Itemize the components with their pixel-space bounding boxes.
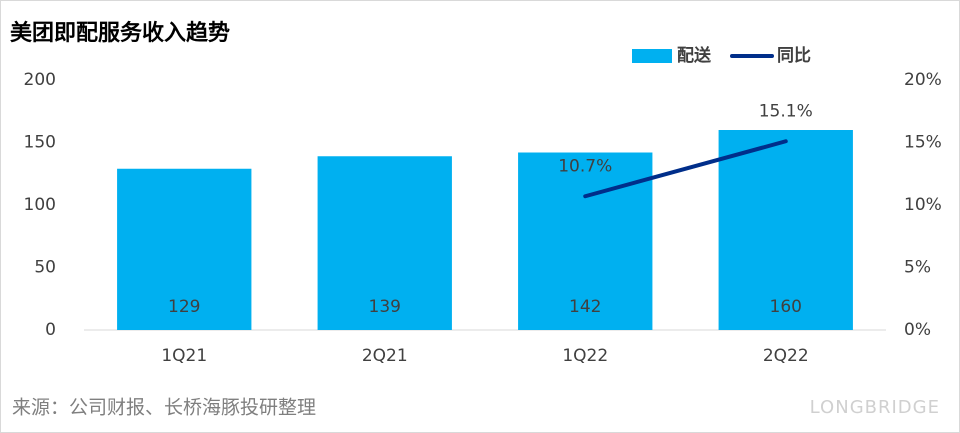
bar-value-label: 129: [168, 297, 200, 317]
y2-tick-label: 0%: [904, 320, 931, 340]
x-tick-label: 1Q22: [562, 346, 608, 366]
y-tick-label: 200: [24, 70, 56, 90]
line-value-label: 15.1%: [759, 101, 813, 121]
y-tick-label: 50: [34, 258, 56, 278]
bar-value-label: 160: [770, 297, 802, 317]
bar: [317, 156, 452, 330]
x-tick-label: 2Q22: [763, 346, 809, 366]
y2-tick-label: 20%: [904, 70, 942, 90]
y2-tick-label: 10%: [904, 195, 942, 215]
y-tick-label: 100: [24, 195, 56, 215]
bar-value-label: 139: [369, 297, 401, 317]
bar: [117, 168, 252, 330]
bar: [718, 130, 853, 330]
y-tick-label: 0: [45, 320, 56, 340]
y-tick-label: 150: [24, 133, 56, 153]
legend-label: 配送: [677, 45, 712, 66]
y2-tick-label: 15%: [904, 133, 942, 153]
line-value-label: 10.7%: [558, 156, 612, 176]
chart-title: 美团即配服务收入趋势: [10, 20, 230, 46]
legend-swatch: [632, 49, 672, 63]
x-tick-label: 2Q21: [362, 346, 408, 366]
legend-label: 同比: [777, 45, 811, 66]
source: 来源：公司财报、长桥海豚投研整理: [12, 397, 316, 419]
x-tick-label: 1Q21: [161, 346, 207, 366]
y2-tick-label: 5%: [904, 258, 931, 278]
bar-value-label: 142: [569, 297, 601, 317]
line: [583, 139, 788, 199]
brand: LONGBRIDGE: [810, 397, 940, 418]
